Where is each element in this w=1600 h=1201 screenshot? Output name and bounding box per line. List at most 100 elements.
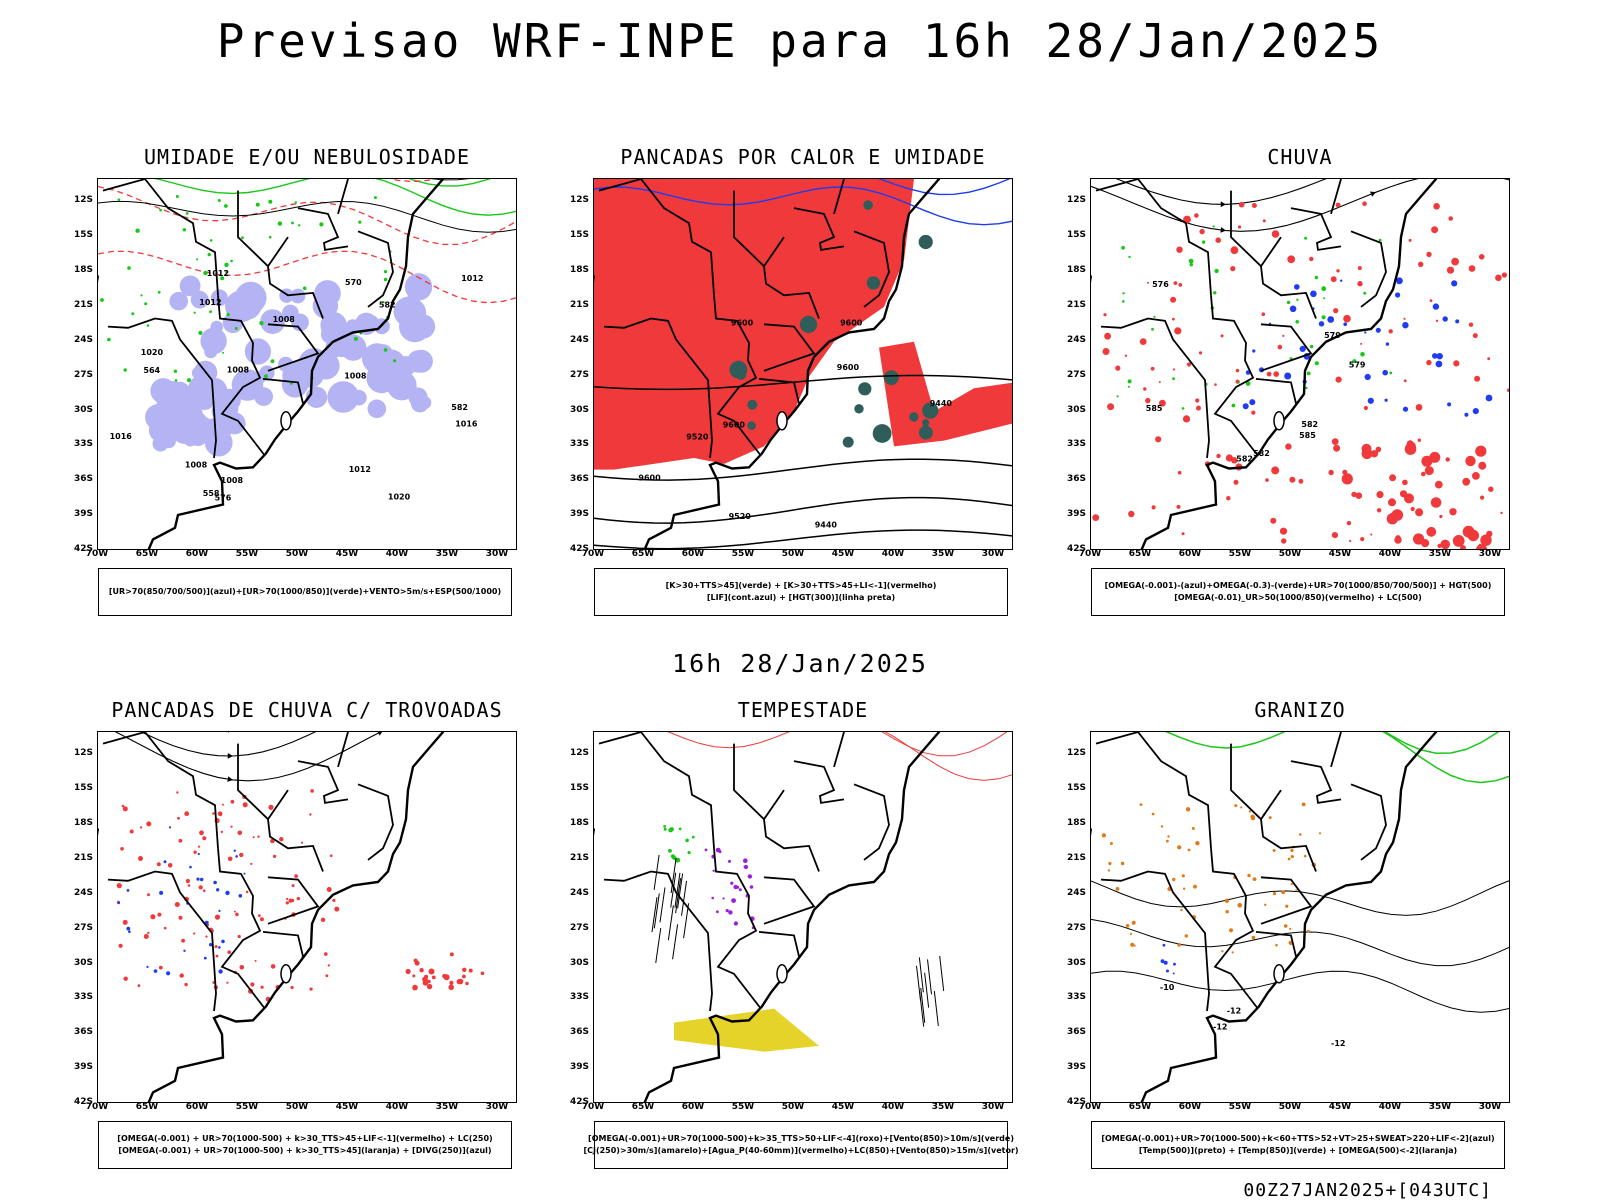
lat-tick-label: 30S bbox=[1066, 404, 1086, 415]
valid-time-subtitle: 16h 28/Jan/2025 bbox=[672, 649, 928, 678]
lon-tick-label: 40W bbox=[1378, 549, 1402, 559]
contour-label: 1016 bbox=[110, 432, 133, 441]
lat-tick-label: 12S bbox=[569, 195, 589, 206]
lat-tick-label: 39S bbox=[73, 509, 93, 520]
contour-label: 1020 bbox=[141, 348, 164, 357]
page-title: Previsao WRF-INPE para 16h 28/Jan/2025 bbox=[216, 14, 1384, 68]
contour-label: 582 bbox=[1236, 455, 1253, 464]
divg-blue-area bbox=[117, 826, 246, 976]
lon-tick-label: 30W bbox=[485, 549, 509, 559]
humidity-green-specks bbox=[100, 195, 397, 385]
lon-tick-label: 70W bbox=[85, 1102, 109, 1112]
legend-line: [OMEGA(-0.001)+UR>70(1000-500)+k<60+TTS>… bbox=[1101, 1134, 1495, 1143]
contour-label: 585 bbox=[1299, 431, 1316, 440]
lat-tick-label: 39S bbox=[569, 1062, 589, 1073]
legend-line: [OMEGA(-0.01)_UR>50(1000/850)(vermelho) … bbox=[1174, 593, 1422, 602]
lat-tick-label: 24S bbox=[569, 887, 589, 898]
map-canvas-pancadas_calor: 9600 9600 9600 9600 9600 9520 9520 9440 9440 bbox=[594, 179, 1012, 549]
humidity-green-contours bbox=[154, 179, 516, 216]
panel-title-pancadas_calor: PANCADAS POR CALOR E UMIDADE bbox=[620, 145, 986, 169]
contour-label: 579 bbox=[1349, 361, 1366, 370]
contour-label: 579 bbox=[1324, 331, 1341, 340]
lon-tick-label: 55W bbox=[1228, 1102, 1252, 1112]
lon-tick-label: 65W bbox=[631, 549, 655, 559]
contour-label: 1008 bbox=[185, 461, 208, 470]
lon-tick-label: 70W bbox=[1078, 549, 1102, 559]
map-canvas-granizo: -12-12-12-10 bbox=[1091, 732, 1509, 1102]
lat-tick-label: 33S bbox=[1066, 439, 1086, 450]
lat-tick-label: 15S bbox=[73, 783, 93, 794]
contour-label: -12 bbox=[1227, 1007, 1241, 1016]
lat-tick-label: 30S bbox=[569, 957, 589, 968]
lat-tick-label: 24S bbox=[569, 334, 589, 345]
contour-label: 582 bbox=[451, 403, 468, 412]
map-canvas-umidade: 1008 1008 1008 1008 1008 1012 1012 1012 1012 1016… bbox=[98, 179, 516, 549]
panel-title-granizo: GRANIZO bbox=[1254, 698, 1346, 722]
lat-tick-label: 36S bbox=[569, 474, 589, 485]
lat-tick-label: 27S bbox=[73, 922, 93, 933]
map-umidade: 1008 1008 1008 1008 1008 1012 1012 1012 1012 1016… bbox=[97, 178, 517, 550]
contour-label: 1012 bbox=[199, 298, 221, 307]
lon-tick-label: 45W bbox=[335, 1102, 359, 1112]
lon-tick-label: 65W bbox=[1128, 549, 1152, 559]
lat-tick-label: 21S bbox=[569, 852, 589, 863]
water-red-contours bbox=[667, 732, 1012, 781]
lon-tick-label: 50W bbox=[781, 1102, 805, 1112]
map-chuva: 585 585 582 582 582 579 579 576 bbox=[1090, 178, 1510, 550]
lat-tick-label: 42S bbox=[73, 1097, 93, 1107]
panel-title-trovoadas: PANCADAS DE CHUVA C/ TROVOADAS bbox=[111, 698, 503, 722]
lon-tick-label: 45W bbox=[831, 1102, 855, 1112]
lon-tick-label: 35W bbox=[435, 549, 459, 559]
lat-tick-label: 36S bbox=[1066, 1027, 1086, 1038]
isobar-black-contours bbox=[98, 179, 516, 233]
lon-tick-label: 65W bbox=[135, 1102, 159, 1112]
map-canvas-tempestade bbox=[594, 732, 1012, 1102]
lon-tick-label: 45W bbox=[831, 549, 855, 559]
lat-tick-label: 33S bbox=[569, 992, 589, 1003]
contour-label: 9440 bbox=[815, 520, 838, 529]
contour-label: 1008 bbox=[273, 315, 296, 324]
lon-tick-label: 55W bbox=[731, 549, 755, 559]
lat-tick-label: 42S bbox=[1066, 1097, 1086, 1107]
map-pancadas_calor: 9600 9600 9600 9600 9600 9520 9520 9440 9440 bbox=[593, 178, 1013, 550]
contour-label: 576 bbox=[1152, 280, 1169, 289]
legend-line: [K>30+TTS>45](verde) + [K>30+TTS>45+LI<-… bbox=[665, 581, 937, 590]
lat-tick-label: 12S bbox=[1066, 748, 1086, 759]
lif-blue-contours bbox=[594, 179, 1012, 226]
lat-tick-label: 30S bbox=[73, 957, 93, 968]
panel-title-chuva: CHUVA bbox=[1267, 145, 1333, 169]
contour-label: 1020 bbox=[388, 493, 411, 502]
lon-tick-label: 60W bbox=[185, 549, 209, 559]
lon-tick-label: 55W bbox=[235, 549, 259, 559]
lon-tick-label: 65W bbox=[631, 1102, 655, 1112]
lon-tick-label: 50W bbox=[781, 549, 805, 559]
lat-tick-label: 39S bbox=[1066, 509, 1086, 520]
heat-humidity-green-area bbox=[729, 200, 939, 448]
contour-label: 9600 bbox=[723, 420, 746, 429]
contour-label: 564 bbox=[143, 366, 160, 375]
lat-tick-label: 42S bbox=[569, 1097, 589, 1107]
contour-label: 582 bbox=[379, 300, 396, 309]
lon-tick-label: 35W bbox=[1428, 549, 1452, 559]
lon-tick-label: 40W bbox=[385, 549, 409, 559]
contour-label: 1016 bbox=[455, 420, 478, 429]
contour-label: 9600 bbox=[837, 363, 860, 372]
legend-line: [UR>70(850/700/500)](azul)+[UR>70(1000/8… bbox=[108, 587, 502, 596]
contour-label: -10 bbox=[1160, 983, 1175, 992]
humidity-blue-area-south bbox=[145, 377, 246, 457]
legend-box-tempestade: [OMEGA(-0.001)+UR>70(1000-500)+k>35_TTS>… bbox=[583, 1121, 1019, 1169]
lc250-streamlines bbox=[114, 732, 383, 782]
contour-label: 1012 bbox=[461, 274, 483, 283]
lon-tick-label: 30W bbox=[1478, 1102, 1502, 1112]
lat-tick-label: 27S bbox=[73, 369, 93, 380]
lon-tick-label: 55W bbox=[235, 1102, 259, 1112]
wind-vectors bbox=[651, 854, 945, 1027]
lat-tick-label: 18S bbox=[1066, 265, 1086, 275]
lat-tick-label: 33S bbox=[569, 439, 589, 450]
lon-tick-label: 30W bbox=[981, 549, 1005, 559]
lon-tick-label: 70W bbox=[581, 1102, 605, 1112]
rain-red-south bbox=[1328, 441, 1494, 549]
lat-tick-label: 27S bbox=[1066, 369, 1086, 380]
panel-title-tempestade: TEMPESTADE bbox=[737, 698, 869, 722]
lat-tick-label: 15S bbox=[569, 783, 589, 794]
